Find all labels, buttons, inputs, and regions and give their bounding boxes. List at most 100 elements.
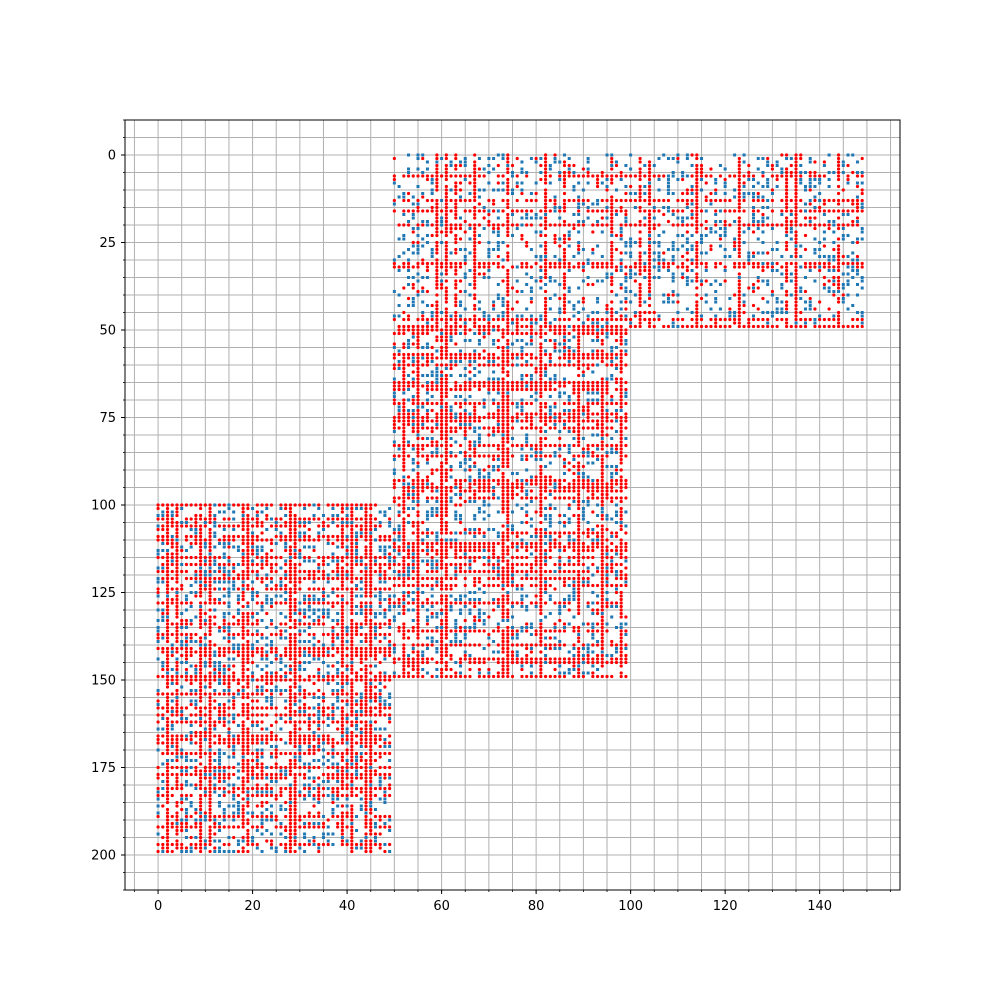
red-point	[610, 230, 614, 234]
red-point	[543, 177, 548, 182]
red-point	[392, 555, 396, 560]
blue-point	[477, 234, 481, 237]
blue-point	[619, 258, 623, 262]
red-point	[501, 387, 505, 392]
blue-point	[392, 181, 396, 185]
red-point	[421, 601, 425, 605]
blue-point	[525, 594, 529, 598]
blue-point	[813, 185, 817, 188]
blue-point	[515, 654, 519, 657]
red-point	[501, 384, 505, 388]
red-point	[506, 181, 510, 185]
red-point	[449, 629, 453, 633]
red-point	[392, 356, 396, 360]
red-point	[487, 576, 491, 581]
blue-point	[487, 528, 491, 531]
red-point	[430, 576, 434, 581]
red-point	[468, 356, 472, 360]
red-point	[539, 419, 543, 423]
red-point	[577, 545, 581, 549]
red-point	[591, 174, 595, 178]
blue-point	[496, 405, 500, 409]
red-point	[586, 482, 590, 486]
red-point	[444, 552, 448, 556]
red-point	[421, 485, 425, 490]
red-point	[515, 300, 519, 304]
blue-point	[435, 374, 439, 377]
blue-point	[544, 255, 548, 258]
red-point	[534, 380, 538, 385]
red-point	[435, 212, 439, 217]
blue-point	[614, 521, 618, 524]
blue-point	[459, 300, 463, 304]
red-point	[836, 184, 841, 189]
red-point	[468, 541, 472, 546]
red-point	[440, 485, 444, 490]
red-point	[506, 398, 510, 402]
red-point	[444, 615, 448, 619]
red-point	[487, 632, 491, 637]
blue-point	[818, 199, 822, 202]
red-point	[614, 324, 619, 329]
red-point	[482, 629, 486, 633]
red-point	[577, 520, 581, 525]
red-point	[695, 324, 699, 329]
red-point	[411, 482, 415, 486]
blue-point	[558, 342, 562, 346]
red-point	[577, 646, 581, 651]
red-point	[534, 527, 538, 532]
red-point	[600, 398, 604, 402]
blue-point	[562, 349, 566, 353]
blue-point	[799, 164, 803, 167]
red-point	[539, 405, 543, 409]
blue-point	[671, 192, 675, 195]
blue-point	[468, 227, 472, 230]
blue-point	[818, 178, 822, 181]
red-point	[695, 321, 699, 325]
blue-point	[487, 251, 491, 255]
blue-point	[572, 307, 576, 311]
blue-point	[501, 304, 505, 307]
red-point	[510, 601, 515, 605]
red-point	[775, 174, 779, 178]
red-point	[605, 188, 609, 192]
blue-point	[572, 255, 576, 258]
blue-point	[407, 258, 411, 262]
blue-point	[624, 164, 628, 167]
red-point	[558, 174, 562, 178]
red-point	[529, 401, 534, 406]
red-point	[539, 436, 543, 441]
red-point	[586, 408, 590, 413]
red-point	[449, 426, 453, 430]
red-point	[836, 275, 841, 280]
red-point	[430, 384, 434, 388]
blue-point	[690, 244, 694, 248]
red-point	[416, 324, 420, 329]
red-point	[449, 209, 453, 213]
red-point	[572, 384, 576, 388]
blue-point	[596, 503, 600, 507]
red-point	[440, 464, 444, 469]
red-point	[647, 261, 652, 266]
red-point	[539, 380, 543, 385]
red-point	[501, 464, 505, 469]
red-point	[506, 485, 510, 490]
blue-point	[459, 514, 463, 517]
red-point	[619, 590, 623, 595]
red-point	[506, 454, 510, 458]
red-point	[624, 300, 628, 304]
red-point	[473, 188, 477, 192]
red-point	[619, 286, 623, 290]
red-point	[525, 653, 529, 658]
blue-point	[558, 647, 562, 650]
red-point	[624, 412, 628, 416]
red-point	[468, 387, 472, 392]
blue-point	[501, 297, 505, 300]
blue-point	[525, 384, 529, 388]
red-point	[605, 317, 609, 322]
red-point	[421, 324, 425, 329]
red-point	[496, 555, 500, 560]
red-point	[784, 181, 789, 185]
red-point	[619, 324, 623, 329]
red-point	[695, 265, 699, 269]
